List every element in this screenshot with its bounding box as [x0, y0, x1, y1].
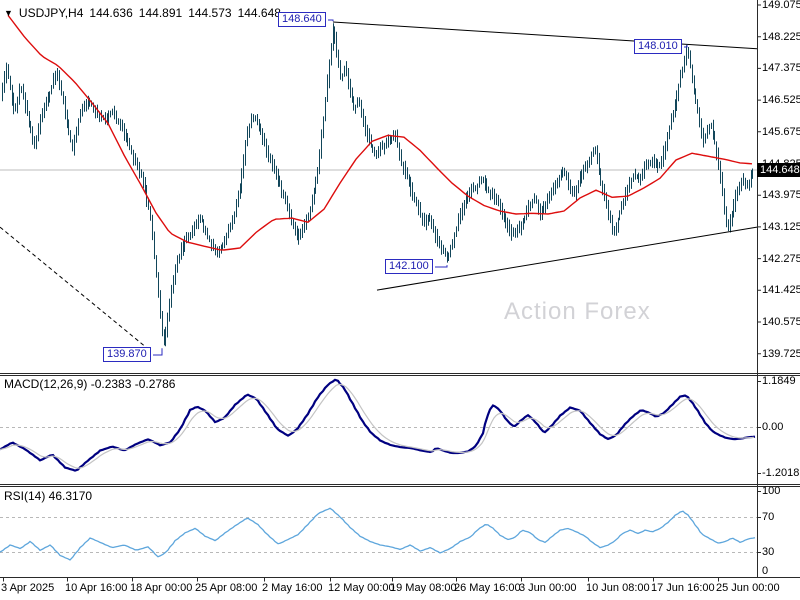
time-axis-label: 3 Apr 2025	[1, 582, 55, 594]
ohlc-open: 144.636	[89, 6, 133, 20]
symbol-marker-icon: ▼	[4, 8, 13, 18]
macd-axis-label: 1.1849	[762, 375, 796, 387]
ohlc-close: 144.648	[237, 6, 281, 20]
price-axis-label: 147.375	[762, 62, 800, 75]
rsi-axis-label: 70	[762, 511, 775, 523]
trendline-projection-dashed[interactable]	[0, 226, 147, 348]
panel-borders	[0, 0, 800, 582]
time-axis-label: 18 Apr 00:00	[130, 582, 193, 594]
time-axis-label: 17 Jun 16:00	[651, 582, 715, 594]
rsi-indicator-label: RSI(14) 46.3170	[4, 489, 93, 503]
trendline-resistance[interactable]	[332, 21, 758, 50]
ohlc-low: 144.573	[188, 6, 232, 20]
price-axis-label: 139.725	[762, 347, 800, 360]
rsi-level-lines	[0, 517, 757, 553]
rsi-axis-label: 100	[762, 485, 781, 497]
price-axis-label: 146.525	[762, 94, 800, 107]
price-axis-label: 143.125	[762, 220, 800, 233]
swing-price-tag[interactable]: 148.640	[278, 12, 326, 27]
moving-average-line[interactable]	[7, 14, 753, 251]
rsi-line[interactable]	[0, 507, 756, 561]
time-axis-label: 26 May 16:00	[454, 582, 521, 594]
symbol-name: USDJPY,H4	[18, 6, 84, 20]
rsi-axis-label: 0	[762, 565, 769, 577]
time-axis-label: 2 May 16:00	[262, 582, 323, 594]
macd-line[interactable]	[0, 378, 756, 472]
price-axis-label: 148.225	[762, 30, 800, 43]
time-axis-label: 25 Apr 08:00	[195, 582, 258, 594]
time-axis-label: 12 May 00:00	[328, 582, 395, 594]
price-axis-label: 149.075	[762, 0, 800, 11]
watermark: Action Forex	[504, 298, 651, 325]
time-axis-label: 10 Jun 08:00	[586, 582, 650, 594]
price-axis-label: 140.575	[762, 316, 800, 328]
time-axis-label: 19 May 08:00	[390, 582, 457, 594]
price-axis-label: 142.275	[762, 252, 800, 265]
ohlc-high: 144.891	[138, 6, 183, 20]
swing-price-tag[interactable]: 142.100	[385, 259, 433, 274]
candles	[2, 23, 753, 347]
swing-price-tag[interactable]: 139.870	[103, 347, 151, 362]
time-axis-label: 25 Jun 00:00	[716, 582, 780, 594]
swing-price-tag[interactable]: 148.010	[634, 39, 682, 54]
price-axis-label: 143.975	[762, 189, 800, 202]
price-axis-label: 145.675	[762, 125, 800, 138]
rsi-axis-label: 30	[762, 546, 775, 558]
price-axis-label: 141.425	[762, 284, 800, 297]
macd-axis-label: -1.2018	[762, 467, 800, 479]
macd-signal-line[interactable]	[0, 383, 755, 469]
macd-indicator-label: MACD(12,26,9) -0.2383 -0.2786	[4, 377, 176, 391]
trendline-support[interactable]	[376, 226, 758, 291]
current-price-box: 144.648	[757, 163, 800, 177]
time-axis-label: 3 Jun 00:00	[519, 582, 577, 594]
macd-axis-label: 0.00	[762, 421, 784, 433]
annotation-connectors	[153, 19, 688, 356]
chart-title: ▼ USDJPY,H4 144.636 144.891 144.573 144.…	[4, 6, 287, 20]
time-axis-label: 10 Apr 16:00	[65, 582, 128, 594]
